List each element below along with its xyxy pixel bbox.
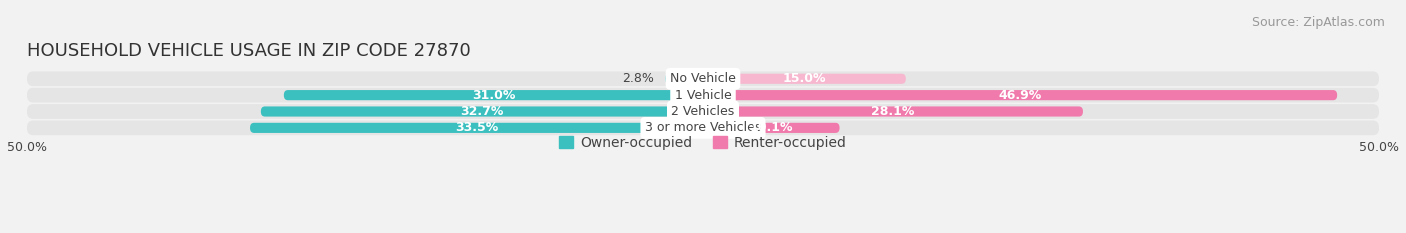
Text: 1 Vehicle: 1 Vehicle xyxy=(675,89,731,102)
Text: Source: ZipAtlas.com: Source: ZipAtlas.com xyxy=(1251,16,1385,29)
FancyBboxPatch shape xyxy=(703,74,905,84)
FancyBboxPatch shape xyxy=(250,123,703,133)
FancyBboxPatch shape xyxy=(27,88,1379,103)
Text: No Vehicle: No Vehicle xyxy=(671,72,735,85)
Text: 2 Vehicles: 2 Vehicles xyxy=(672,105,734,118)
Text: 28.1%: 28.1% xyxy=(872,105,915,118)
FancyBboxPatch shape xyxy=(703,90,1337,100)
Text: 15.0%: 15.0% xyxy=(783,72,827,85)
Text: 10.1%: 10.1% xyxy=(749,121,793,134)
Text: 3 or more Vehicles: 3 or more Vehicles xyxy=(645,121,761,134)
FancyBboxPatch shape xyxy=(27,72,1379,86)
FancyBboxPatch shape xyxy=(27,120,1379,135)
Text: 33.5%: 33.5% xyxy=(456,121,498,134)
Text: 46.9%: 46.9% xyxy=(998,89,1042,102)
Legend: Owner-occupied, Renter-occupied: Owner-occupied, Renter-occupied xyxy=(554,130,852,155)
FancyBboxPatch shape xyxy=(703,123,839,133)
FancyBboxPatch shape xyxy=(284,90,703,100)
Text: 32.7%: 32.7% xyxy=(460,105,503,118)
FancyBboxPatch shape xyxy=(27,104,1379,119)
Text: HOUSEHOLD VEHICLE USAGE IN ZIP CODE 27870: HOUSEHOLD VEHICLE USAGE IN ZIP CODE 2787… xyxy=(27,42,471,60)
FancyBboxPatch shape xyxy=(703,106,1083,116)
FancyBboxPatch shape xyxy=(262,106,703,116)
Text: 31.0%: 31.0% xyxy=(472,89,515,102)
FancyBboxPatch shape xyxy=(665,74,703,84)
Text: 2.8%: 2.8% xyxy=(623,72,654,85)
